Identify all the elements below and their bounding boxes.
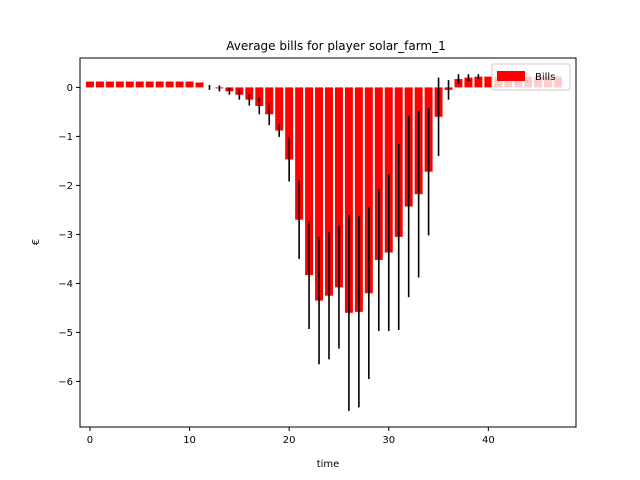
bar xyxy=(85,81,94,88)
bar xyxy=(195,82,204,88)
plot-area xyxy=(79,57,577,428)
y-axis-label: € xyxy=(31,239,42,245)
bar xyxy=(364,87,373,294)
y-tick-label: −5 xyxy=(58,328,73,339)
bar xyxy=(305,87,314,276)
x-axis-ticks: 0 10 20 30 40 xyxy=(87,427,495,446)
y-tick-label: −6 xyxy=(58,377,73,388)
bar xyxy=(285,87,294,160)
bar xyxy=(384,87,393,253)
bar xyxy=(275,87,284,131)
x-tick-label: 40 xyxy=(482,435,495,446)
legend-box xyxy=(491,63,571,91)
bar xyxy=(484,76,493,88)
bar xyxy=(265,87,274,115)
x-tick-label: 30 xyxy=(382,435,395,446)
bar xyxy=(135,81,144,88)
bar xyxy=(255,87,264,107)
x-tick-label: 10 xyxy=(183,435,196,446)
bar xyxy=(175,81,184,88)
bar xyxy=(185,81,194,88)
bar xyxy=(165,81,174,88)
y-axis-ticks: 0 −1 −2 −3 −4 −5 −6 xyxy=(58,83,80,388)
legend-label-bills: Bills xyxy=(535,72,555,83)
bar xyxy=(325,87,333,296)
bar xyxy=(315,87,324,301)
bar xyxy=(105,81,114,88)
bar xyxy=(474,76,483,88)
bar xyxy=(354,87,363,312)
legend-swatch-bills xyxy=(497,71,525,81)
bar xyxy=(115,81,124,88)
bar xyxy=(145,81,154,88)
bar xyxy=(95,81,104,88)
bar xyxy=(155,81,164,88)
y-tick-label: −2 xyxy=(58,181,73,192)
chart-title: Average bills for player solar_farm_1 xyxy=(226,39,445,53)
bar xyxy=(245,87,254,100)
x-tick-label: 20 xyxy=(283,435,296,446)
bar xyxy=(334,87,343,288)
x-tick-label: 0 xyxy=(87,435,93,446)
y-tick-label: 0 xyxy=(67,83,73,94)
legend: Bills xyxy=(491,63,571,91)
y-tick-label: −4 xyxy=(58,279,73,290)
y-tick-label: −3 xyxy=(58,230,73,241)
bar xyxy=(344,87,353,313)
plot-frame xyxy=(79,57,577,428)
y-tick-label: −1 xyxy=(58,132,73,143)
bar xyxy=(295,87,304,220)
bar xyxy=(464,77,473,88)
x-axis-label: time xyxy=(317,459,340,470)
bar xyxy=(374,87,383,260)
bar xyxy=(125,81,134,88)
